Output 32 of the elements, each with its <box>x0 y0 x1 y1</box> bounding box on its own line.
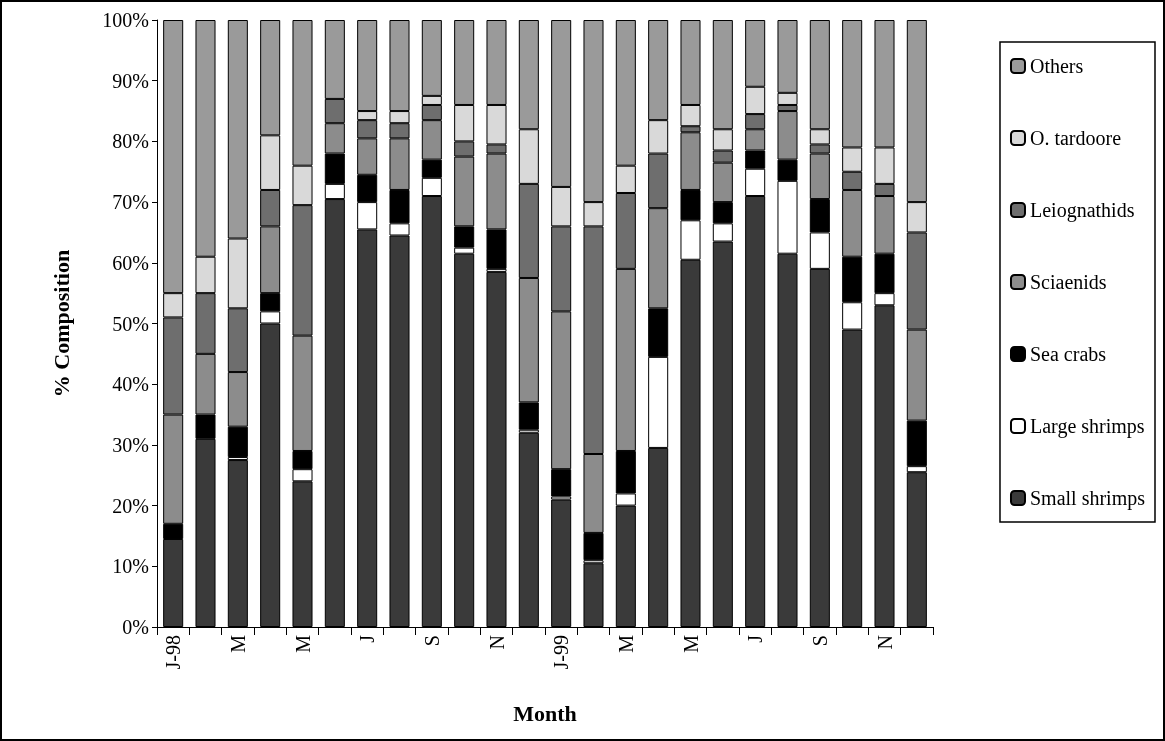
x-tick-label: N <box>485 635 508 650</box>
x-tick-label: J-99 <box>550 635 573 670</box>
y-tick-label: 40% <box>112 373 149 396</box>
x-axis-title: Month <box>513 700 577 726</box>
x-tick-label: S <box>808 635 831 647</box>
legend-label: O. tardoore <box>1029 127 1122 149</box>
y-tick-label: 20% <box>112 494 149 517</box>
y-tick-label: 90% <box>112 69 149 92</box>
x-tick-label: J-98 <box>162 635 185 670</box>
x-tick-label: M <box>679 634 702 653</box>
x-tick-label: S <box>420 635 443 647</box>
legend-label: Sciaenids <box>1029 271 1107 293</box>
y-tick-label: 100% <box>102 9 149 31</box>
y-axis-title: % Composition <box>48 249 74 398</box>
legend-label: Others <box>1029 55 1084 77</box>
y-tick-label: 10% <box>112 555 149 578</box>
y-tick-label: 60% <box>112 251 149 274</box>
y-tick-label: 80% <box>112 130 149 153</box>
legend-label: Small shrimps <box>1029 487 1146 510</box>
y-tick-label: 70% <box>112 191 149 214</box>
x-tick-label: J <box>356 634 379 643</box>
y-tick-label: 50% <box>112 312 149 335</box>
x-tick-label: J <box>744 634 767 643</box>
legend-label: Large shrimps <box>1029 415 1145 438</box>
x-tick-label: N <box>873 635 896 650</box>
x-tick-label: M <box>291 634 314 653</box>
x-tick-label: M <box>614 634 637 653</box>
y-tick-label: 0% <box>122 616 149 638</box>
x-tick-label: M <box>226 634 249 653</box>
legend-label: Sea crabs <box>1029 343 1107 365</box>
y-tick-label: 30% <box>112 433 149 456</box>
legend-label: Leiognathids <box>1029 199 1135 222</box>
